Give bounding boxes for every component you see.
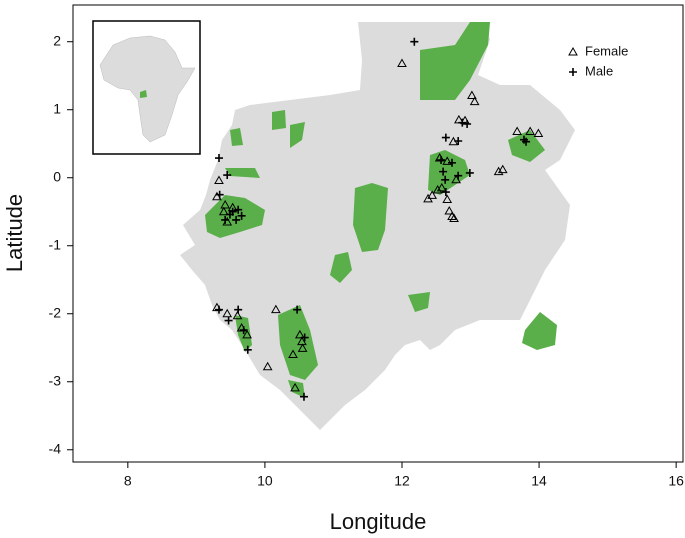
data-point: [239, 326, 248, 335]
data-point: [237, 211, 246, 220]
protected-areas: [205, 22, 557, 398]
x-tick-label: 14: [531, 473, 547, 489]
data-point: [444, 206, 455, 215]
data-point: [427, 190, 438, 199]
data-point: [232, 215, 241, 224]
data-point: [218, 206, 229, 216]
data-point: [243, 345, 252, 354]
data-point: [493, 166, 504, 176]
data-point: [221, 215, 230, 224]
legend-marker: [568, 46, 578, 56]
data-point: [300, 333, 309, 342]
data-point: [441, 188, 450, 197]
data-point: [295, 329, 305, 339]
data-point: [288, 349, 298, 359]
x-tick-label: 8: [124, 473, 132, 489]
x-tick-label: 10: [257, 473, 273, 489]
y-tick-label: -1: [49, 236, 62, 252]
data-point: [410, 37, 419, 46]
inset-map: [92, 20, 201, 155]
data-point: [465, 168, 474, 177]
data-point: [463, 120, 472, 129]
data-point: [448, 158, 457, 167]
data-point: [223, 171, 232, 180]
data-point: [232, 310, 243, 320]
y-tick-label: -3: [49, 372, 62, 388]
x-tick-label: 16: [668, 473, 684, 489]
data-point: [441, 133, 450, 142]
data-point: [397, 58, 407, 67]
data-point: [522, 137, 531, 146]
data-point: [234, 205, 243, 214]
data-point: [293, 305, 302, 314]
data-point: [242, 329, 252, 339]
data-point: [436, 182, 447, 192]
data-point: [449, 213, 459, 223]
data-point: [525, 126, 536, 135]
data-point: [271, 304, 281, 314]
data-point: [441, 175, 450, 184]
data-point: [439, 167, 448, 176]
data-point: [290, 382, 300, 392]
data-point: [222, 308, 233, 318]
x-axis-label: Longitude: [330, 509, 427, 534]
legend-label: Male: [585, 63, 613, 78]
data-point: [454, 171, 463, 180]
data-point: [469, 96, 480, 106]
data-point: [497, 164, 508, 174]
data-point: [458, 118, 467, 127]
y-tick-label: 2: [53, 32, 61, 48]
data-point: [447, 211, 457, 220]
data-point: [423, 193, 433, 203]
data-point: [432, 184, 443, 194]
legend-marker: [569, 68, 577, 76]
y-tick-label: -4: [49, 440, 62, 456]
data-point: [214, 175, 224, 184]
data-point: [215, 190, 224, 199]
data-point: [442, 194, 453, 203]
data-point: [437, 156, 446, 165]
data-point: [220, 199, 231, 209]
data-point: [442, 156, 453, 165]
data-point: [533, 128, 544, 138]
y-axis-label: Latitude: [2, 194, 27, 272]
y-tick-label: 1: [53, 100, 61, 116]
legend-label: Female: [585, 43, 628, 58]
data-point: [262, 361, 273, 371]
x-tick-label: 12: [394, 473, 410, 489]
data-point: [214, 154, 223, 163]
data-point: [454, 137, 463, 146]
plot-frame: [72, 4, 684, 463]
y-tick-label: -2: [49, 304, 62, 320]
data-point: [512, 126, 522, 135]
data-point: [297, 343, 308, 352]
data-point: [214, 305, 223, 314]
y-tick-label: 0: [53, 168, 61, 184]
data-point: [299, 392, 308, 401]
data-point: [228, 207, 237, 216]
data-point: [467, 90, 477, 99]
data-point: [234, 305, 243, 314]
data-point: [224, 316, 233, 325]
